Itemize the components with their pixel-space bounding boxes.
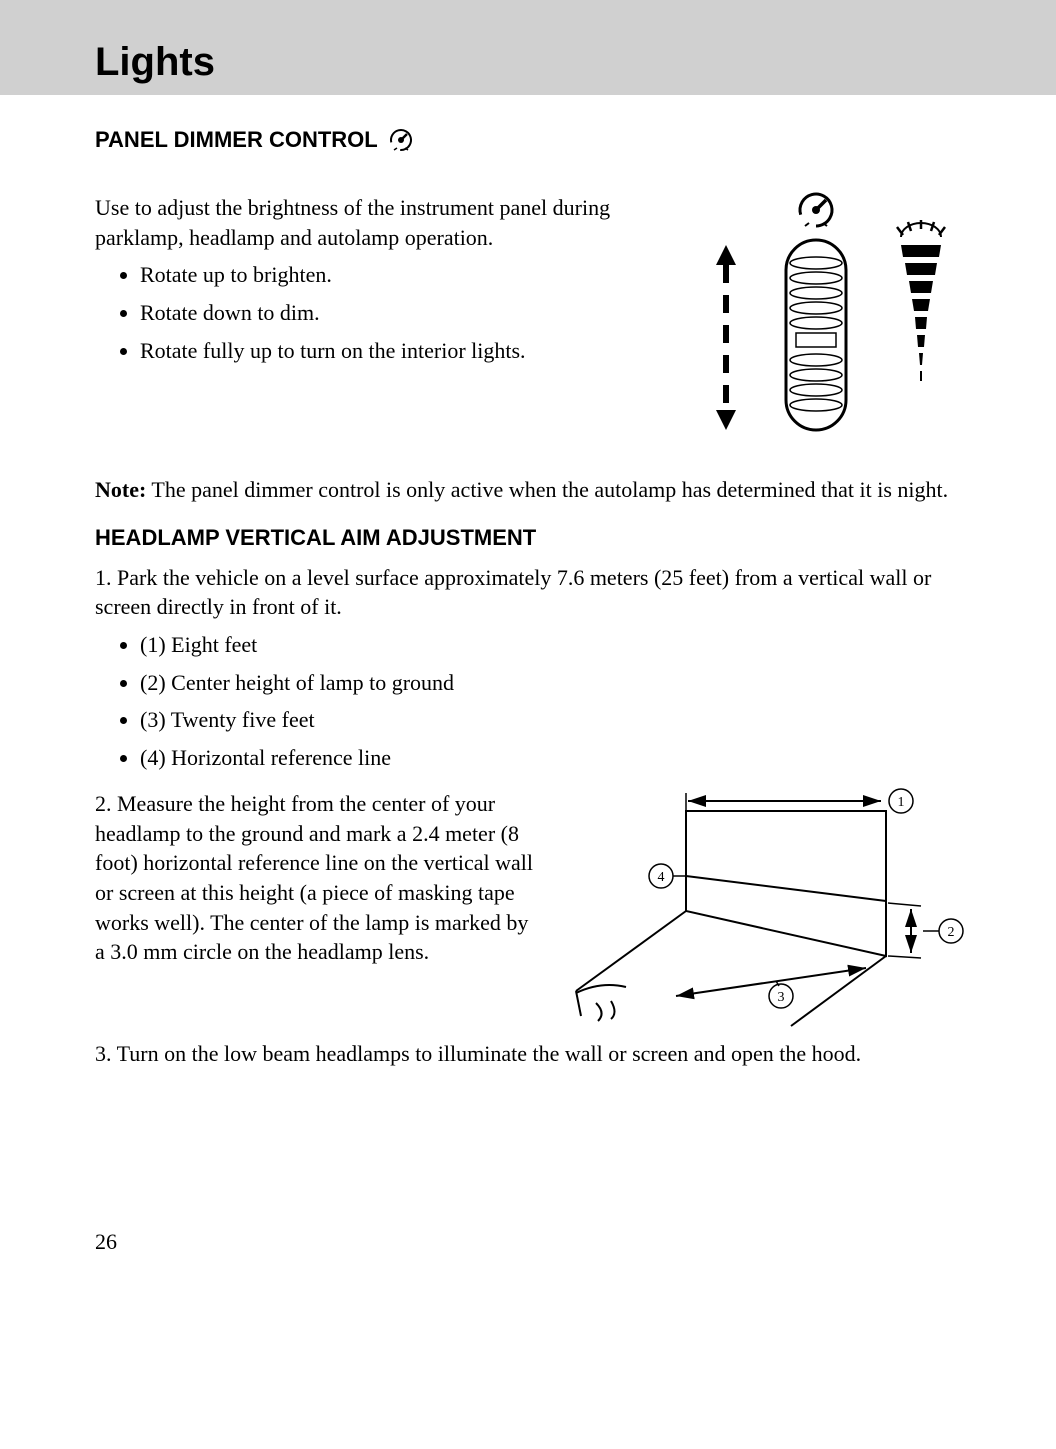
aim-text-col: 2. Measure the height from the center of… <box>95 781 536 975</box>
dimmer-text-col: Use to adjust the brightness of the inst… <box>95 185 626 373</box>
gauge-icon <box>386 125 416 155</box>
section2-step3: 3. Turn on the low beam headlamps to ill… <box>95 1039 976 1069</box>
section2-step2: 2. Measure the height from the center of… <box>95 789 536 967</box>
diagram-label-1: 1 <box>898 795 905 810</box>
section1-bullets: Rotate up to brighten. Rotate down to di… <box>95 260 626 365</box>
list-item: (2) Center height of lamp to ground <box>140 668 976 698</box>
header-band: Lights <box>0 0 1056 95</box>
diagram-label-3: 3 <box>778 990 785 1005</box>
page-number: 26 <box>0 1229 1056 1255</box>
aim-row: 2. Measure the height from the center of… <box>95 781 976 1031</box>
section2-heading-text: HEADLAMP VERTICAL AIM ADJUSTMENT <box>95 525 536 551</box>
content-area: PANEL DIMMER CONTROL Use to adjust the b… <box>0 125 1056 1069</box>
section1-heading-text: PANEL DIMMER CONTROL <box>95 127 378 153</box>
section1-note: Note: The panel dimmer control is only a… <box>95 475 976 505</box>
list-item: (4) Horizontal reference line <box>140 743 976 773</box>
list-item: (1) Eight feet <box>140 630 976 660</box>
note-label: Note: <box>95 477 146 502</box>
list-item: Rotate down to dim. <box>140 298 626 328</box>
page-root: Lights PANEL DIMMER CONTROL Use to adjus… <box>0 0 1056 1295</box>
dimmer-diagram <box>656 185 976 445</box>
section2-legend: (1) Eight feet (2) Center height of lamp… <box>95 630 976 773</box>
note-text: The panel dimmer control is only active … <box>146 477 948 502</box>
list-item: Rotate up to brighten. <box>140 260 626 290</box>
page-title: Lights <box>95 40 1056 85</box>
diagram-label-4: 4 <box>658 870 665 885</box>
section1-intro: Use to adjust the brightness of the inst… <box>95 193 626 252</box>
section2-step1: 1. Park the vehicle on a level surface a… <box>95 563 976 622</box>
aim-diagram: 1 2 3 4 <box>556 781 976 1031</box>
diagram-label-2: 2 <box>948 925 955 940</box>
dimmer-row: Use to adjust the brightness of the inst… <box>95 185 976 445</box>
list-item: Rotate fully up to turn on the interior … <box>140 336 626 366</box>
section1-heading: PANEL DIMMER CONTROL <box>95 125 976 155</box>
list-item: (3) Twenty five feet <box>140 705 976 735</box>
section2-heading: HEADLAMP VERTICAL AIM ADJUSTMENT <box>95 525 976 551</box>
